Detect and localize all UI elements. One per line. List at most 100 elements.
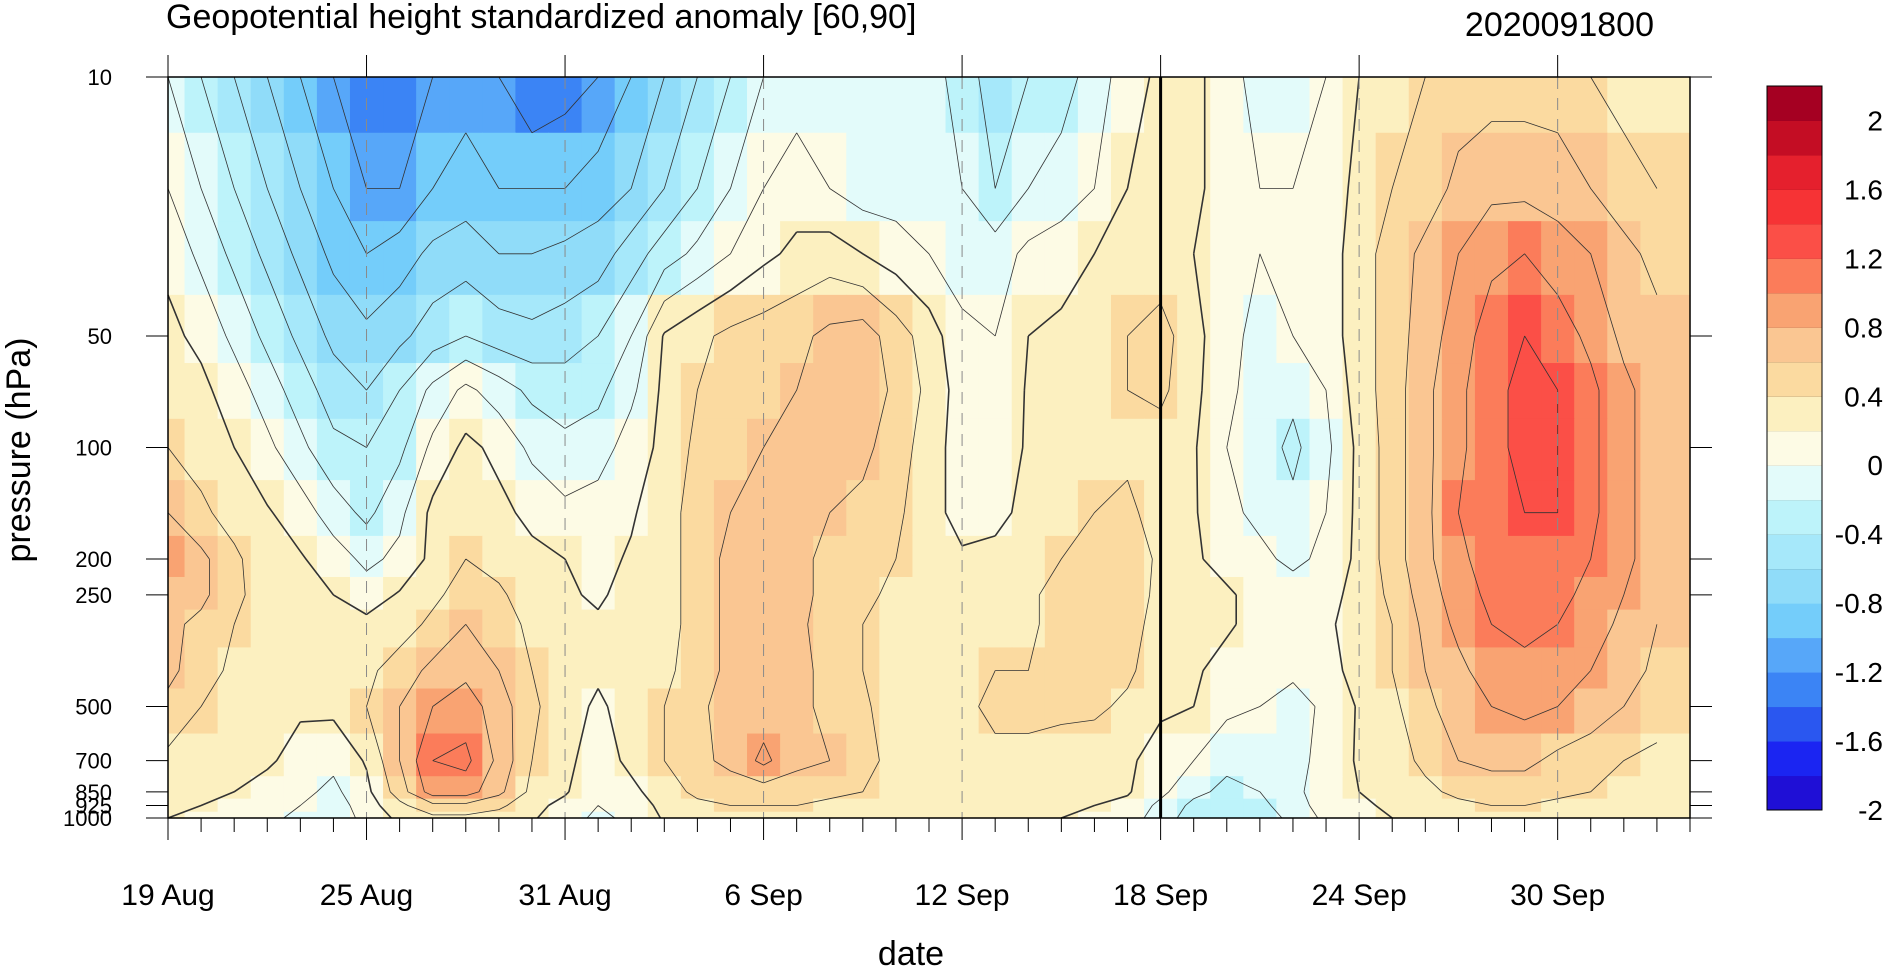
heatmap-cell [680,132,715,222]
heatmap-cell [283,576,318,611]
heatmap-cell [1077,576,1112,611]
heatmap-cell [912,733,947,777]
heatmap-cell [217,733,252,777]
heatmap-cell [1607,480,1641,537]
heatmap-cell [813,609,847,649]
y-tick-label: 100 [75,436,112,461]
heatmap-cell [978,647,1013,690]
heatmap-cell [713,776,748,800]
heatmap-cell [383,132,417,222]
heatmap-cell [614,418,649,481]
heatmap-cell [1276,132,1311,222]
heatmap-cell [1441,294,1476,364]
heatmap-cell [1342,798,1377,813]
contour-line [233,76,698,391]
y-tick-label: 925 [75,793,112,818]
heatmap-cell [1177,776,1211,800]
y-tick-label: 200 [75,547,112,572]
heatmap-cell [1474,733,1509,777]
heatmap-cell [680,480,715,537]
heatmap-cell [250,798,285,813]
heatmap-cell [168,798,186,813]
heatmap-cell [1243,733,1278,777]
heatmap-cell [1574,811,1608,819]
heatmap-cell [1177,418,1211,481]
colorbar-swatch [1767,465,1822,501]
heatmap-cell [1508,576,1542,611]
heatmap-cell [1574,294,1608,364]
heatmap-cell [1574,77,1608,134]
heatmap-cell [1243,535,1278,578]
heatmap-cell [1276,535,1311,578]
heatmap-cell [780,811,814,819]
heatmap-cell [813,688,847,735]
heatmap-cell [217,688,252,735]
heatmap-cell [184,776,219,800]
heatmap-cell [1177,609,1211,649]
heatmap-cell [780,576,814,611]
heatmap-cell [1508,132,1542,222]
heatmap-cell [449,647,483,690]
heatmap-cell [1011,221,1046,296]
heatmap-cell [1011,132,1046,222]
heatmap-cell [1177,811,1211,819]
heatmap-cell [1408,77,1443,134]
colorbar-frame [1766,85,1823,811]
heatmap-cell [1044,647,1079,690]
heatmap-cell [713,576,748,611]
heatmap-cell [383,647,417,690]
heatmap-cell [1011,688,1046,735]
heatmap-cell [713,811,748,819]
heatmap-cell [482,363,517,420]
heatmap-cell [250,363,285,420]
heatmap-cell [250,776,285,800]
heatmap-cell [482,535,517,578]
heatmap-cell [614,776,649,800]
heatmap-cell [945,418,980,481]
heatmap-cell [1408,798,1443,813]
heatmap-cell [1309,733,1344,777]
heatmap-cell [713,363,748,420]
heatmap-cell [283,132,318,222]
heatmap-cell [912,480,947,537]
heatmap-cell [680,77,715,134]
heatmap-cell [879,811,914,819]
heatmap-cell [416,688,450,735]
x-tick-label: 6 Sep [724,879,802,912]
heatmap-cell [912,798,947,813]
heatmap-cell [1177,480,1211,537]
heatmap-cell [813,576,847,611]
heatmap-cell [316,609,351,649]
heatmap-cell [168,647,186,690]
heatmap-cell [168,418,186,481]
heatmap-cell [1640,647,1691,690]
heatmap-cell [1309,294,1344,364]
heatmap-cell [1243,132,1278,222]
heatmap-cell [316,535,351,578]
heatmap-cell [283,480,318,537]
heatmap-cell [614,132,649,222]
heatmap-cell [283,647,318,690]
heatmap-cell [1474,535,1509,578]
heatmap-cell [780,132,814,222]
contour-line [299,76,632,255]
heatmap-cell [879,221,914,296]
heatmap-cell [680,609,715,649]
heatmap-cell [1309,77,1344,134]
heatmap-cell [416,363,450,420]
heatmap-cell [482,221,517,296]
heatmap-cell [1243,480,1278,537]
heatmap-cell [250,609,285,649]
heatmap-cell [713,688,748,735]
heatmap-cell [1640,776,1691,800]
heatmap-cell [482,132,517,222]
heatmap-cell [1474,609,1509,649]
heatmap-cell [614,294,649,364]
heatmap-cell [1508,535,1542,578]
heatmap-cell [780,733,814,777]
heatmap-cell [416,77,450,134]
heatmap-cell [217,776,252,800]
heatmap-cell [1574,733,1608,777]
heatmap-cell [416,221,450,296]
colorbar-swatch [1767,292,1822,328]
